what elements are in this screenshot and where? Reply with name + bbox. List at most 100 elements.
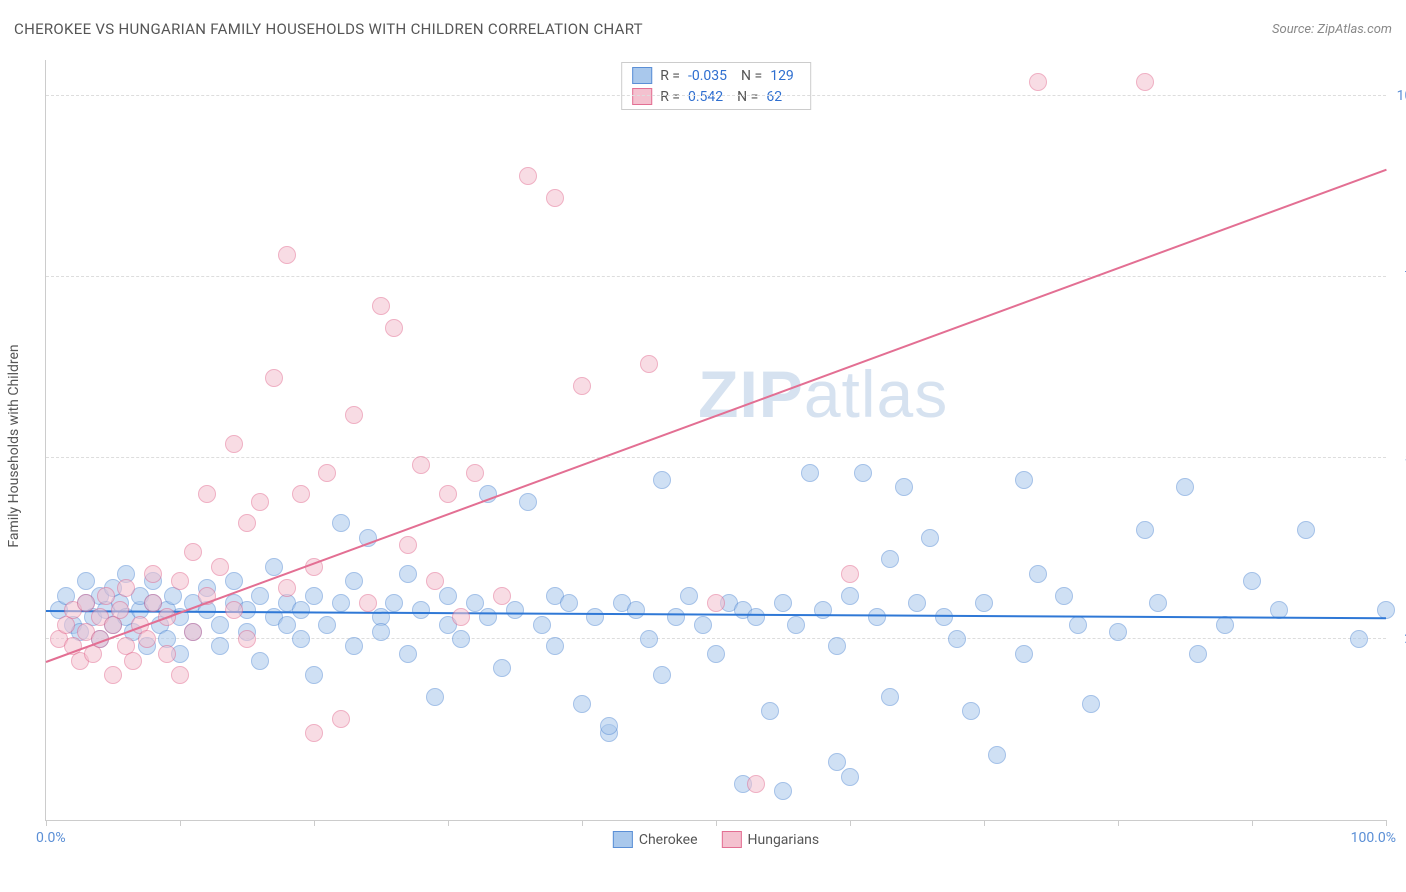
scatter-marker <box>332 594 350 612</box>
stats-row: R = 0.542 N = 62 <box>622 86 810 107</box>
scatter-marker <box>305 587 323 605</box>
scatter-marker <box>908 594 926 612</box>
scatter-marker <box>640 355 658 373</box>
scatter-marker <box>707 645 725 663</box>
scatter-marker <box>211 558 229 576</box>
scatter-marker <box>144 565 162 583</box>
gridline <box>46 95 1386 96</box>
scatter-marker <box>854 464 872 482</box>
scatter-marker <box>225 435 243 453</box>
stats-n-value: 129 <box>770 68 794 84</box>
scatter-marker <box>573 695 591 713</box>
scatter-marker <box>104 666 122 684</box>
scatter-marker <box>225 601 243 619</box>
scatter-marker <box>171 666 189 684</box>
scatter-marker <box>828 637 846 655</box>
scatter-marker <box>787 616 805 634</box>
scatter-marker <box>1029 73 1047 91</box>
scatter-marker <box>895 478 913 496</box>
scatter-marker <box>600 717 618 735</box>
scatter-marker <box>627 601 645 619</box>
y-tick-label: 75.0% <box>1392 269 1406 285</box>
scatter-marker <box>399 645 417 663</box>
stats-n-label: N = <box>737 89 758 105</box>
y-tick-label: 25.0% <box>1392 631 1406 647</box>
swatch-icon <box>632 88 652 105</box>
scatter-marker <box>828 753 846 771</box>
scatter-marker <box>1297 521 1315 539</box>
scatter-marker <box>292 630 310 648</box>
y-axis-label: Family Households with Children <box>6 344 22 547</box>
gridline <box>46 457 1386 458</box>
chart-title: CHEROKEE VS HUNGARIAN FAMILY HOUSEHOLDS … <box>14 20 643 38</box>
bottom-legend: Cherokee Hungarians <box>613 831 819 848</box>
x-axis-start-label: 0.0% <box>36 830 66 846</box>
scatter-marker <box>493 587 511 605</box>
stats-row: R = -0.035 N = 129 <box>622 65 810 86</box>
scatter-marker <box>988 746 1006 764</box>
scatter-marker <box>251 587 269 605</box>
scatter-marker <box>318 464 336 482</box>
scatter-marker <box>653 666 671 684</box>
source-attribution: Source: ZipAtlas.com <box>1272 22 1392 37</box>
scatter-marker <box>774 594 792 612</box>
scatter-marker <box>948 630 966 648</box>
scatter-marker <box>452 630 470 648</box>
scatter-marker <box>305 724 323 742</box>
scatter-marker <box>1029 565 1047 583</box>
scatter-marker <box>171 572 189 590</box>
x-tick <box>582 820 583 826</box>
swatch-icon <box>632 67 652 84</box>
scatter-marker <box>111 601 129 619</box>
scatter-marker <box>640 630 658 648</box>
scatter-marker <box>667 608 685 626</box>
swatch-icon <box>613 831 633 848</box>
stats-r-label: R = <box>660 89 680 105</box>
scatter-marker <box>573 377 591 395</box>
scatter-marker <box>426 688 444 706</box>
scatter-marker <box>921 529 939 547</box>
scatter-marker <box>1015 471 1033 489</box>
scatter-marker <box>1149 594 1167 612</box>
scatter-marker <box>158 645 176 663</box>
scatter-marker <box>359 594 377 612</box>
scatter-marker <box>238 514 256 532</box>
scatter-marker <box>841 587 859 605</box>
scatter-marker <box>97 587 115 605</box>
plot-area: ZIPatlas R = -0.035 N = 129 R = 0.542 N … <box>45 60 1386 821</box>
scatter-marker <box>1136 73 1154 91</box>
scatter-marker <box>841 768 859 786</box>
scatter-marker <box>138 630 156 648</box>
scatter-marker <box>546 637 564 655</box>
x-tick <box>850 820 851 826</box>
scatter-marker <box>1189 645 1207 663</box>
scatter-marker <box>385 319 403 337</box>
scatter-marker <box>506 601 524 619</box>
scatter-marker <box>124 652 142 670</box>
scatter-marker <box>184 543 202 561</box>
scatter-marker <box>694 616 712 634</box>
scatter-marker <box>372 623 390 641</box>
scatter-marker <box>1069 616 1087 634</box>
x-tick <box>1386 820 1387 826</box>
scatter-marker <box>292 485 310 503</box>
scatter-marker <box>318 616 336 634</box>
scatter-marker <box>345 406 363 424</box>
scatter-marker <box>385 594 403 612</box>
scatter-marker <box>278 616 296 634</box>
scatter-marker <box>962 702 980 720</box>
scatter-marker <box>1109 623 1127 641</box>
scatter-marker <box>801 464 819 482</box>
stats-n-label: N = <box>741 68 762 84</box>
scatter-marker <box>546 189 564 207</box>
scatter-marker <box>466 594 484 612</box>
scatter-marker <box>653 471 671 489</box>
scatter-marker <box>452 608 470 626</box>
scatter-marker <box>1136 521 1154 539</box>
scatter-marker <box>935 608 953 626</box>
scatter-marker <box>225 572 243 590</box>
scatter-marker <box>77 572 95 590</box>
scatter-marker <box>345 637 363 655</box>
scatter-marker <box>372 297 390 315</box>
scatter-marker <box>211 637 229 655</box>
